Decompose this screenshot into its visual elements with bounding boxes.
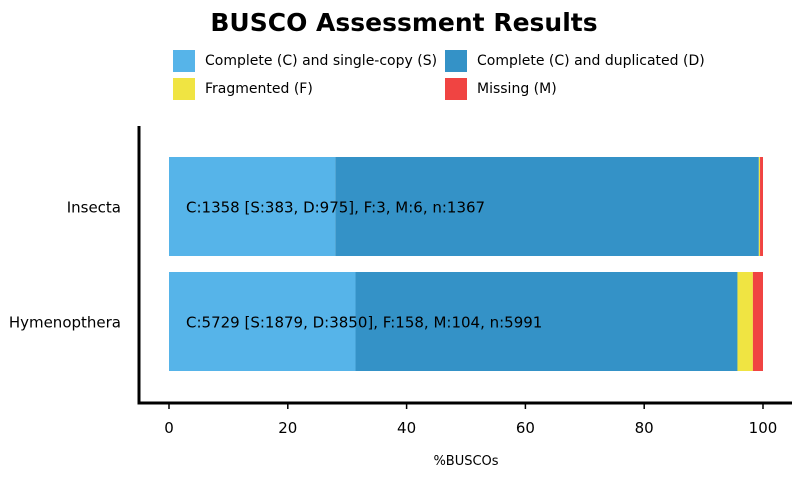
x-tick-label-5: 100 [749, 419, 778, 437]
x-tick-label-3: 60 [516, 419, 535, 437]
category-label-1: Hymenopthera [9, 314, 121, 332]
legend-label-single-copy: Complete (C) and single-copy (S) [205, 53, 438, 69]
x-tick-label-1: 20 [278, 419, 297, 437]
bar-0-series-2 [758, 157, 761, 256]
bar-0-series-3 [760, 157, 763, 256]
bar-label-1: C:5729 [S:1879, D:3850], F:158, M:104, n… [186, 314, 542, 332]
legend-item-single-copy: Complete (C) and single-copy (S) [173, 49, 437, 73]
bar-label-0: C:1358 [S:383, D:975], F:3, M:6, n:1367 [186, 199, 485, 217]
legend-swatch-missing [445, 78, 467, 100]
bar-1-series-1 [355, 272, 738, 371]
legend-label-missing: Missing (M) [477, 81, 557, 97]
legend-swatch-fragmented [173, 78, 195, 100]
legend-item-missing: Missing (M) [445, 77, 557, 101]
bar-1-series-0 [169, 272, 356, 371]
legend-label-duplicated: Complete (C) and duplicated (D) [477, 53, 705, 69]
bar-0-series-1 [335, 157, 759, 256]
x-tick-label-0: 0 [164, 419, 174, 437]
bar-1-series-3 [752, 272, 763, 371]
x-tick-label-2: 40 [397, 419, 416, 437]
chart-title: BUSCO Assessment Results [210, 8, 598, 37]
x-tick-label-4: 80 [635, 419, 654, 437]
legend-item-fragmented: Fragmented (F) [173, 77, 313, 101]
legend-item-duplicated: Complete (C) and duplicated (D) [445, 49, 705, 73]
category-label-0: Insecta [67, 199, 121, 217]
legend-swatch-duplicated [445, 50, 467, 72]
legend-label-fragmented: Fragmented (F) [205, 81, 313, 97]
bar-0-series-0 [169, 157, 336, 256]
x-axis-label: %BUSCOs [433, 454, 498, 469]
bar-1-series-2 [737, 272, 753, 371]
legend-swatch-single-copy [173, 50, 195, 72]
